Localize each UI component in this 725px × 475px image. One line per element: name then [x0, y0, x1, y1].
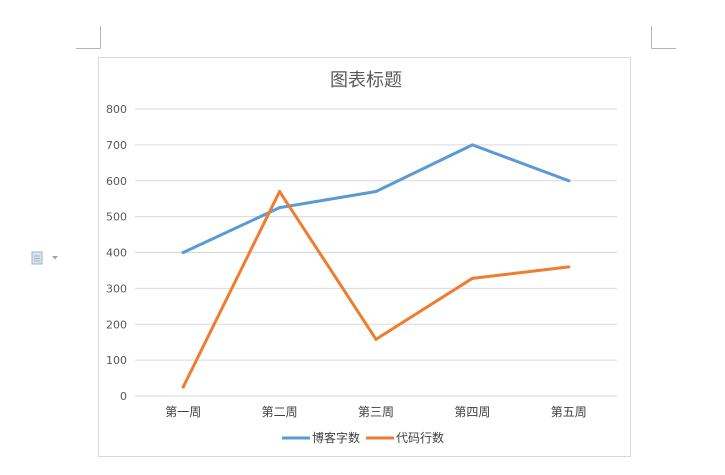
legend: 博客字数 代码行数 [282, 430, 444, 445]
data-point[interactable] [278, 190, 282, 194]
data-point[interactable] [374, 190, 378, 194]
y-tick-label: 300 [106, 282, 127, 295]
data-point[interactable] [181, 385, 185, 389]
y-tick-label: 600 [106, 175, 127, 188]
data-point[interactable] [567, 179, 571, 183]
series-line-1[interactable] [181, 190, 571, 389]
paste-options-icon [30, 250, 46, 266]
data-point[interactable] [278, 206, 282, 210]
legend-label: 代码行数 [396, 430, 444, 445]
y-tick-label: 700 [106, 139, 127, 152]
y-tick-label: 500 [106, 211, 127, 224]
series-line-0[interactable] [181, 143, 571, 254]
x-tick-label: 第四周 [454, 405, 490, 419]
legend-label: 博客字数 [312, 430, 360, 445]
data-point[interactable] [470, 276, 474, 280]
x-tick-label: 第五周 [551, 405, 587, 419]
y-tick-label: 800 [106, 103, 127, 116]
x-tick-label: 第二周 [262, 405, 298, 419]
paste-options-button[interactable] [30, 250, 58, 266]
legend-item[interactable]: 博客字数 [282, 430, 360, 445]
chart-frame[interactable]: 图表标题 0 100 200 300 400 500 600 700 800 第一周 第二周 第三周… [98, 57, 631, 457]
chevron-down-icon [52, 256, 58, 260]
data-point[interactable] [374, 337, 378, 341]
legend-item[interactable]: 代码行数 [366, 430, 444, 445]
x-axis-ticks: 第一周 第二周 第三周 第四周 第五周 [165, 405, 587, 419]
data-point[interactable] [181, 251, 185, 254]
x-tick-label: 第三周 [358, 405, 394, 419]
series-lines [181, 143, 571, 389]
crop-mark-top-left [76, 26, 101, 49]
data-point[interactable] [470, 143, 474, 147]
chart-title: 图表标题 [330, 70, 402, 91]
y-tick-label: 0 [120, 390, 127, 403]
data-point[interactable] [567, 265, 571, 269]
line-chart: 图表标题 0 100 200 300 400 500 600 700 800 第一周 第二周 第三周… [106, 70, 617, 445]
gridlines [135, 108, 617, 397]
crop-mark-top-right [651, 26, 676, 49]
y-axis-ticks: 0 100 200 300 400 500 600 700 800 [106, 103, 127, 403]
x-tick-label: 第一周 [165, 405, 201, 419]
y-tick-label: 200 [106, 318, 127, 331]
y-tick-label: 400 [106, 247, 127, 260]
y-tick-label: 100 [106, 354, 127, 367]
